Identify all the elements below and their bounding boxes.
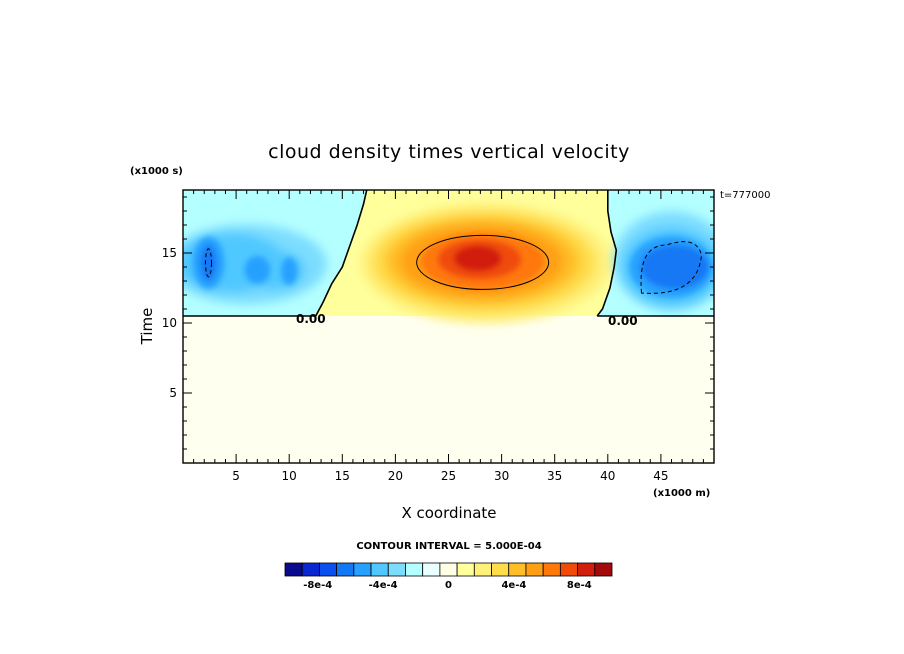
y-tick-label: 15	[162, 246, 177, 260]
negative-contour-right	[640, 241, 703, 294]
colorbar-swatch	[301, 562, 320, 577]
colorbar-tick-label: 0	[445, 580, 452, 591]
negative-left-cores	[192, 236, 298, 289]
colorbar: -8e-4 -4e-4 0 4e-4 8e-4	[284, 562, 613, 591]
x-tick-label: 40	[600, 469, 615, 483]
colorbar-swatch	[422, 562, 441, 577]
colorbar-swatch	[525, 562, 544, 577]
colorbar-swatch	[542, 562, 561, 577]
chart-title: cloud density times vertical velocity	[268, 141, 630, 163]
x-tick-label: 35	[547, 469, 562, 483]
x-axis-label: X coordinate	[401, 504, 496, 522]
colorbar-swatch	[508, 562, 527, 577]
colorbar-swatch	[491, 562, 510, 577]
y-tick-label: 10	[162, 316, 177, 330]
y-tick-label: 5	[169, 386, 177, 400]
x-tick-label: 20	[388, 469, 403, 483]
negative-left-core-inner	[200, 244, 217, 281]
negative-left-small-core-1	[244, 255, 271, 284]
contour-lines	[183, 190, 714, 317]
colorbar-tick-label: -8e-4	[303, 580, 332, 591]
positive-core-shade-2	[453, 245, 502, 272]
zero-contour-right	[596, 190, 618, 317]
y-units-label: (x1000 s)	[130, 166, 183, 177]
positive-contour	[416, 234, 550, 290]
colorbar-swatch	[439, 562, 458, 577]
x-tick-label: 15	[335, 469, 350, 483]
colorbar-swatch	[370, 562, 389, 577]
colorbar-swatch	[577, 562, 596, 577]
colorbar-swatch	[284, 562, 303, 577]
contour-label-right: 0.00	[608, 314, 638, 328]
colorbar-swatch	[319, 562, 338, 577]
colorbar-swatch	[456, 562, 475, 577]
colorbar-swatch	[559, 562, 578, 577]
positive-core-inner	[420, 233, 545, 290]
time-stamp: t=777000	[720, 190, 770, 201]
colorbar-swatch	[473, 562, 492, 577]
colorbar-tick-label: 4e-4	[501, 580, 526, 591]
colorbar-swatch	[387, 562, 406, 577]
plot-area	[183, 190, 714, 463]
negative-right-cores	[629, 236, 714, 298]
zero-contour-left	[315, 190, 368, 317]
contour-fields	[183, 190, 714, 324]
colorbar-swatch	[405, 562, 424, 577]
colorbar-swatch	[353, 562, 372, 577]
negative-right-core-inner	[640, 245, 709, 289]
colorbar-swatch	[594, 562, 613, 577]
x-tick-label: 5	[232, 469, 240, 483]
colorbar-tick-label: 8e-4	[567, 580, 592, 591]
contour-label-left: 0.00	[296, 312, 326, 326]
negative-contour-left	[204, 248, 212, 278]
y-axis-label: Time	[138, 308, 156, 346]
negative-left-small-core-2	[281, 257, 298, 286]
x-units-label: (x1000 m)	[653, 488, 710, 499]
x-tick-label: 25	[441, 469, 456, 483]
x-tick-label: 10	[282, 469, 297, 483]
colorbar-swatch	[336, 562, 355, 577]
axis-ticks: 5 10 15 20 25 30 35 40 45 5 10 15	[162, 190, 714, 483]
contour-interval-text: CONTOUR INTERVAL = 5.000E-04	[356, 541, 541, 552]
x-tick-label: 45	[653, 469, 668, 483]
colorbar-tick-label: -4e-4	[369, 580, 398, 591]
x-tick-label: 30	[494, 469, 509, 483]
